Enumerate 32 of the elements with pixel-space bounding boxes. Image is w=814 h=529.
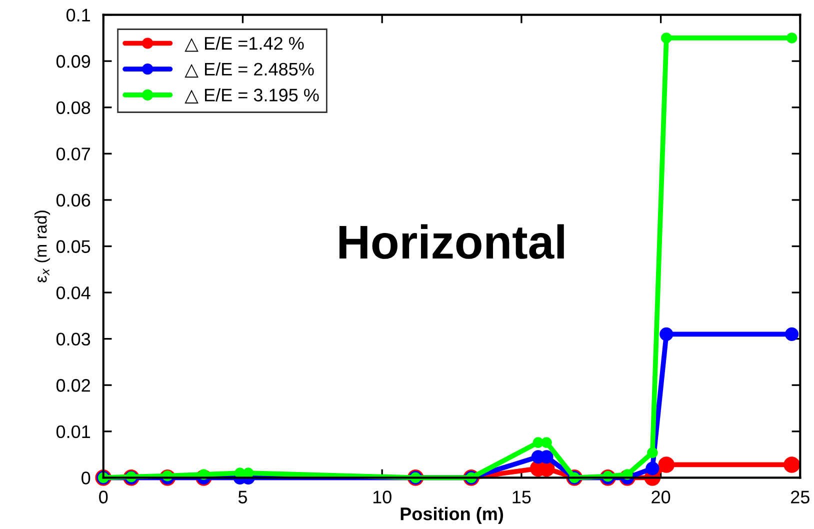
x-tick-label: 20 (652, 490, 670, 504)
y-tick-label: 0.05 (56, 240, 90, 253)
legend-label: △ E/E = 2.485% (184, 62, 314, 78)
y-tick-label: 0.1 (66, 8, 90, 22)
x-tick-label: 10 (373, 490, 392, 504)
y-axis-title: ε$_{x}$ (m rad) (34, 210, 50, 282)
y-tick-label: 0.03 (56, 332, 90, 346)
point (784, 456, 800, 473)
x-tick-label: 5 (238, 490, 247, 504)
x-axis-title: Position (m) (400, 507, 504, 524)
y-tick-label: 0 (82, 472, 90, 484)
y-tick-label: 0.09 (56, 55, 90, 68)
point (660, 327, 674, 341)
point (661, 32, 672, 44)
y-tick-label: 0.02 (56, 379, 90, 392)
annotation: Horizontal (340, 224, 564, 259)
point (647, 447, 658, 458)
y-tick-label: 0.06 (56, 194, 90, 207)
legend-label: △ E/E = 3.195 % (184, 88, 319, 104)
legend-label: △ E/E =1.42 % (184, 36, 304, 52)
point (785, 327, 799, 341)
x-tick-label: 25 (791, 490, 810, 504)
x-tick-label: 0 (99, 490, 108, 504)
point (646, 462, 660, 476)
y-tick-label: 0.08 (56, 101, 90, 114)
point (658, 456, 675, 473)
y-tick-label: 0.07 (56, 148, 90, 160)
point (786, 32, 798, 44)
y-tick-label: 0.04 (56, 286, 90, 300)
x-tick-label: 15 (512, 490, 531, 504)
point (541, 437, 552, 448)
y-tick-label: 0.01 (56, 425, 90, 438)
